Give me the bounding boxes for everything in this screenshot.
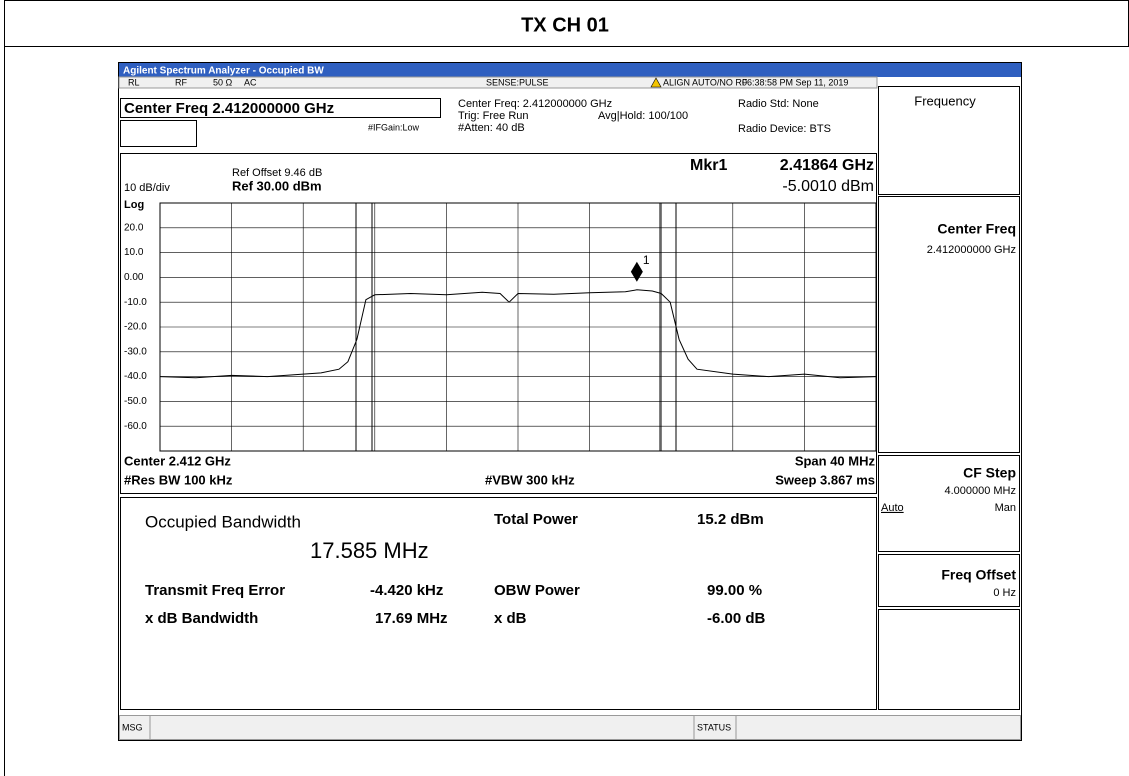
status-time: 06:38:58 PM Sep 11, 2019 <box>742 77 848 87</box>
y-tick-label: -30.0 <box>124 346 147 357</box>
center-freq: Center Freq: 2.412000000 GHz <box>458 98 612 110</box>
status-rf: RF <box>175 77 187 87</box>
trig: Trig: Free Run <box>458 110 529 122</box>
y-tick-label: 10.0 <box>124 247 144 258</box>
radio-device: Radio Device: BTS <box>738 123 831 135</box>
softkey-value: 4.000000 MHz <box>944 485 1016 497</box>
status-row <box>118 76 878 89</box>
ref-level: Ref 30.00 dBm <box>232 178 322 193</box>
status-rl: RL <box>128 77 140 87</box>
trace <box>159 289 877 379</box>
res-bw: #Res BW 100 kHz <box>124 472 233 487</box>
center-label: Center 2.412 GHz <box>124 453 231 468</box>
atten: #Atten: 40 dB <box>458 122 525 134</box>
softkey[interactable] <box>878 554 1020 607</box>
y-tick-label: 20.0 <box>124 222 144 233</box>
marker-label: 1 <box>643 253 650 267</box>
y-tick-label: 0.00 <box>124 272 144 283</box>
avg-hold: Avg|Hold: 100/100 <box>598 110 688 122</box>
sweep: Sweep 3.867 ms <box>775 472 875 487</box>
status-align: ALIGN AUTO/NO RF <box>663 77 748 87</box>
status-impedance: 50 Ω <box>213 77 233 87</box>
marker-freq: 2.41864 GHz <box>780 157 874 174</box>
entry-box <box>120 120 197 147</box>
warning-icon <box>650 77 662 88</box>
total-power-label: Total Power <box>494 511 578 528</box>
softkey[interactable] <box>878 609 1020 710</box>
marker-value: -5.0010 dBm <box>782 178 874 195</box>
softkey-label: Center Freq <box>937 221 1016 237</box>
xdb: -6.00 dB <box>707 610 766 627</box>
msg: MSG <box>122 722 143 732</box>
status-coupling: AC <box>244 77 257 87</box>
radio-std: Radio Std: None <box>738 98 819 110</box>
softkey-menu: Frequency <box>914 93 976 108</box>
softkey-panel <box>878 86 1020 710</box>
window-title: Agilent Spectrum Analyzer - Occupied BW <box>123 66 324 77</box>
obw-power-label: OBW Power <box>494 582 580 599</box>
xdb-label: x dB <box>494 610 527 627</box>
obw-label: Occupied Bandwidth <box>145 512 301 531</box>
softkey-value: 2.412000000 GHz <box>927 244 1016 256</box>
softkey-label: CF Step <box>963 465 1016 481</box>
if-gain: #IFGain:Low <box>368 122 420 132</box>
softkey[interactable] <box>878 455 1020 552</box>
obw-value: 17.585 MHz <box>310 538 429 563</box>
ref-offset: Ref Offset 9.46 dB <box>232 167 322 179</box>
freq-error: -4.420 kHz <box>370 582 443 599</box>
span: Span 40 MHz <box>795 453 876 468</box>
results-panel <box>120 497 877 710</box>
y-tick-label: -60.0 <box>124 421 147 432</box>
page-title: TX CH 01 <box>521 14 609 36</box>
plot-area: 20.0 10.0 0.00 -10.0 -20.0 -30.0 -40.0 -50.0 -60… <box>124 202 877 452</box>
status-sense: SENSE:PULSE <box>486 77 549 87</box>
freq-error-label: Transmit Freq Error <box>145 582 285 599</box>
scale-type: Log <box>124 199 144 211</box>
window-titlebar <box>119 63 1021 77</box>
marker-name: Mkr1 <box>690 157 727 174</box>
scale: 10 dB/div <box>124 182 170 194</box>
marker <box>630 261 643 282</box>
total-power: 15.2 dBm <box>697 511 764 528</box>
softkey-option[interactable]: Man <box>995 502 1016 514</box>
y-tick-label: -50.0 <box>124 396 147 407</box>
obw-power: 99.00 % <box>707 582 762 599</box>
obw-lines <box>355 203 677 451</box>
softkey-option[interactable]: Auto <box>881 502 904 514</box>
softkey-label: Freq Offset <box>941 567 1016 583</box>
bottom-bar <box>119 715 1021 740</box>
softkey-header <box>878 86 1020 195</box>
center-freq-box-text: Center Freq 2.412000000 GHz <box>124 100 334 117</box>
softkey[interactable] <box>878 196 1020 453</box>
y-tick-label: -20.0 <box>124 322 147 333</box>
vbw: #VBW 300 kHz <box>485 472 575 487</box>
xdb-bw: 17.69 MHz <box>375 610 448 627</box>
center-freq-box <box>120 98 441 118</box>
softkey-value: 0 Hz <box>993 587 1016 599</box>
y-tick-label: -10.0 <box>124 297 147 308</box>
status: STATUS <box>697 722 731 732</box>
xdb-bw-label: x dB Bandwidth <box>145 610 258 627</box>
y-tick-label: -40.0 <box>124 371 147 382</box>
